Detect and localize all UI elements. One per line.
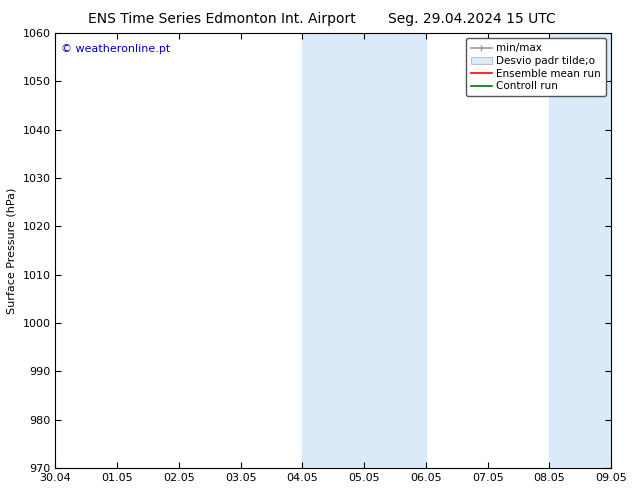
- Legend: min/max, Desvio padr tilde;o, Ensemble mean run, Controll run: min/max, Desvio padr tilde;o, Ensemble m…: [466, 38, 606, 97]
- Bar: [550, 33, 611, 468]
- Text: © weatheronline.pt: © weatheronline.pt: [61, 44, 171, 54]
- Bar: [302, 33, 364, 468]
- Text: ENS Time Series Edmonton Int. Airport: ENS Time Series Edmonton Int. Airport: [88, 12, 356, 26]
- Bar: [364, 33, 426, 468]
- Text: Seg. 29.04.2024 15 UTC: Seg. 29.04.2024 15 UTC: [389, 12, 556, 26]
- Y-axis label: Surface Pressure (hPa): Surface Pressure (hPa): [7, 187, 17, 314]
